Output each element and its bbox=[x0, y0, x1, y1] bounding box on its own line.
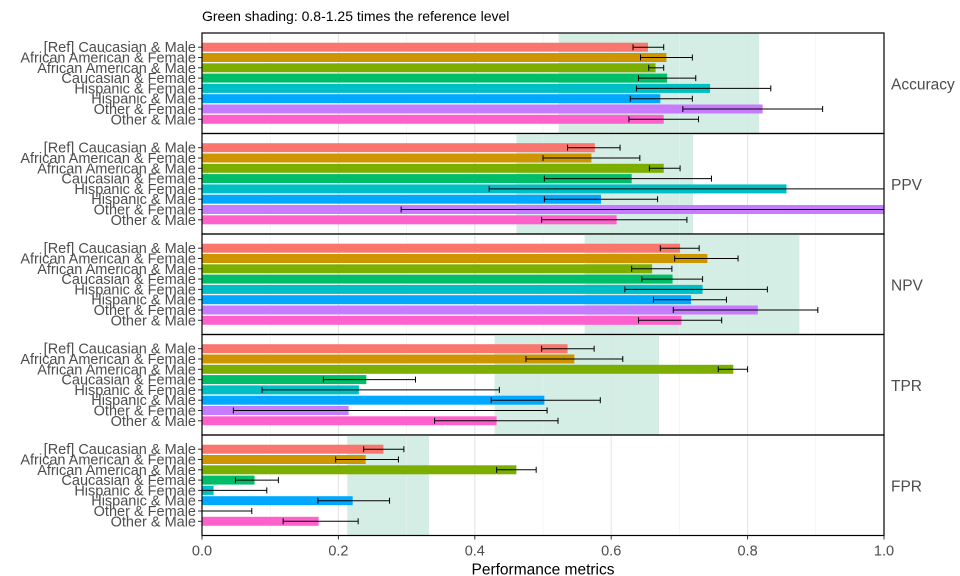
facet-label: NPV bbox=[891, 277, 924, 294]
y-tick-label: Other & Male bbox=[111, 213, 196, 229]
bar bbox=[202, 174, 632, 184]
y-tick-label: Hispanic & Female bbox=[74, 282, 196, 298]
y-tick-label: Caucasian & Female bbox=[61, 272, 196, 288]
y-tick-label: Other & Male bbox=[111, 514, 196, 530]
bar bbox=[202, 496, 353, 506]
bar bbox=[202, 315, 682, 325]
bar bbox=[202, 143, 595, 153]
bar bbox=[202, 83, 711, 93]
y-tick-label: Hispanic & Male bbox=[91, 92, 196, 108]
bar bbox=[202, 194, 601, 204]
x-tick-label: 0.2 bbox=[328, 544, 348, 560]
bar bbox=[202, 42, 649, 52]
y-tick-label: African American & Female bbox=[20, 51, 196, 67]
y-tick-label: Other & Male bbox=[111, 414, 196, 430]
bar bbox=[202, 104, 763, 114]
y-tick-label: [Ref] Caucasian & Male bbox=[44, 40, 196, 56]
bar bbox=[202, 94, 661, 104]
x-tick-label: 0.0 bbox=[192, 544, 212, 560]
y-tick-label: African American & Female bbox=[20, 252, 196, 268]
bar bbox=[202, 475, 255, 485]
x-axis-label: Performance metrics bbox=[472, 562, 615, 576]
bar bbox=[202, 305, 758, 315]
y-tick-label: African American & Male bbox=[37, 161, 196, 177]
facet-label: FPR bbox=[891, 478, 922, 495]
bar bbox=[202, 354, 575, 364]
bar bbox=[202, 274, 673, 284]
y-tick-label: Other & Female bbox=[94, 102, 196, 118]
y-tick-label: Hispanic & Female bbox=[74, 483, 196, 499]
facet-label: PPV bbox=[891, 177, 923, 194]
y-tick-label: African American & Female bbox=[20, 352, 196, 368]
y-tick-label: Caucasian & Female bbox=[61, 172, 196, 188]
x-tick-label: 1.0 bbox=[874, 544, 894, 560]
chart-subtitle: Green shading: 0.8-1.25 times the refere… bbox=[202, 8, 510, 24]
y-tick-label: Caucasian & Female bbox=[61, 373, 196, 389]
y-tick-label: Other & Male bbox=[111, 112, 196, 128]
x-tick-label: 0.6 bbox=[601, 544, 621, 560]
y-tick-label: African American & Male bbox=[37, 61, 196, 77]
y-tick-label: Hispanic & Male bbox=[91, 192, 196, 208]
y-tick-label: [Ref] Caucasian & Male bbox=[44, 241, 196, 257]
y-tick-label: African American & Male bbox=[37, 463, 196, 479]
bar bbox=[202, 264, 653, 274]
bar bbox=[202, 153, 592, 163]
y-tick-label: Hispanic & Female bbox=[74, 81, 196, 97]
bar bbox=[202, 465, 517, 475]
bar bbox=[202, 53, 667, 62]
bar bbox=[202, 375, 367, 385]
bar bbox=[202, 254, 708, 263]
y-tick-label: [Ref] Caucasian & Male bbox=[44, 442, 196, 458]
bar bbox=[202, 284, 703, 294]
y-tick-label: Hispanic & Male bbox=[91, 393, 196, 409]
y-tick-label: Other & Female bbox=[94, 203, 196, 219]
bar bbox=[202, 416, 497, 426]
bar bbox=[202, 295, 691, 305]
y-tick-label: Hispanic & Male bbox=[91, 293, 196, 309]
y-tick-label: African American & Male bbox=[37, 362, 196, 378]
y-tick-label: African American & Male bbox=[37, 262, 196, 278]
bar bbox=[202, 395, 545, 405]
y-tick-label: Other & Female bbox=[94, 303, 196, 319]
y-tick-label: Other & Female bbox=[94, 404, 196, 420]
y-tick-label: Other & Male bbox=[111, 313, 196, 329]
y-tick-label: Other & Female bbox=[94, 504, 196, 520]
y-tick-label: African American & Female bbox=[20, 151, 196, 167]
bar bbox=[202, 455, 366, 464]
bar bbox=[202, 73, 668, 83]
bar bbox=[202, 444, 384, 454]
y-tick-label: [Ref] Caucasian & Male bbox=[44, 342, 196, 358]
y-tick-label: Hispanic & Female bbox=[74, 182, 196, 198]
bar bbox=[202, 63, 656, 73]
bar bbox=[202, 344, 568, 354]
x-tick-label: 0.4 bbox=[465, 544, 485, 560]
y-tick-label: [Ref] Caucasian & Male bbox=[44, 141, 196, 157]
bar bbox=[202, 215, 617, 225]
facet-label: TPR bbox=[891, 378, 922, 395]
y-tick-label: Caucasian & Female bbox=[61, 473, 196, 489]
y-tick-label: African American & Female bbox=[20, 453, 196, 469]
bar bbox=[202, 243, 681, 253]
bar bbox=[202, 516, 319, 526]
bar bbox=[202, 163, 664, 173]
panel-border bbox=[201, 434, 885, 537]
bar bbox=[202, 364, 734, 374]
y-tick-label: Hispanic & Male bbox=[91, 494, 196, 510]
x-tick-label: 0.8 bbox=[738, 544, 758, 560]
bar bbox=[202, 114, 664, 124]
y-tick-label: Hispanic & Female bbox=[74, 383, 196, 399]
y-tick-label: Caucasian & Female bbox=[61, 71, 196, 87]
facet-label: Accuracy bbox=[891, 76, 955, 93]
